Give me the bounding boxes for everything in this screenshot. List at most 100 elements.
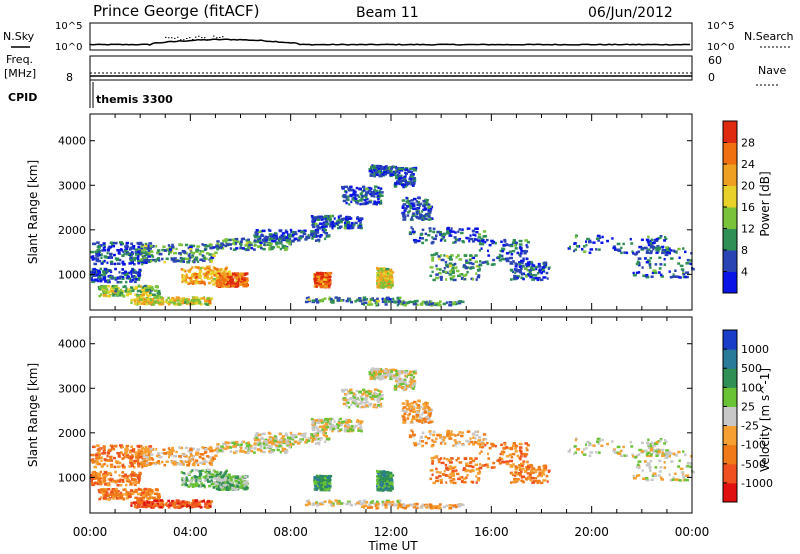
power-cell-423 <box>102 293 107 297</box>
velocity-cell-465 <box>120 497 125 500</box>
velocity-cell-1793 <box>359 395 363 398</box>
velocity-cell-1645 <box>310 418 314 421</box>
power-cell-400 <box>153 289 157 292</box>
power-cell-2492 <box>442 270 446 273</box>
power-cell-2168 <box>413 179 417 182</box>
power-cell-2580 <box>486 262 490 266</box>
velocity-cell-765 <box>204 448 208 451</box>
velocity-cell-85 <box>96 452 101 455</box>
power-cell-1214 <box>227 238 230 242</box>
power-cell-580 <box>187 298 190 301</box>
power-cell-2027 <box>380 273 384 276</box>
velocity-cell-224 <box>114 470 117 474</box>
power-cell-254 <box>90 270 93 274</box>
velocity-cell-1285 <box>260 449 263 453</box>
velocity-cell-1206 <box>220 450 225 453</box>
power-cell-43 <box>139 250 144 254</box>
power-cell-1081 <box>244 280 248 283</box>
power-cell-1347 <box>261 229 266 233</box>
power-cell-1377 <box>282 237 285 240</box>
velocity-cell-574 <box>143 501 147 504</box>
power-cell-2783 <box>632 271 635 275</box>
power-cell-2520 <box>523 252 527 255</box>
power-cell-451 <box>152 293 156 297</box>
power-cell-1143 <box>234 277 239 280</box>
power-cell-1399 <box>253 234 256 237</box>
velocity-cell-780 <box>171 448 175 452</box>
power-cell-2749 <box>659 236 662 239</box>
power-cell-2574 <box>511 249 516 253</box>
power-cell-1720 <box>324 220 329 223</box>
power-cell-2504 <box>498 253 502 257</box>
velocity-cell-1290 <box>244 447 249 450</box>
power-cell-2778 <box>646 259 650 262</box>
power-cell-442 <box>97 285 101 289</box>
velocity-cell-1806 <box>378 392 381 396</box>
velocity-cell-1267 <box>219 447 222 450</box>
velocity-cell-403 <box>114 492 118 496</box>
velocity-cell-876 <box>216 472 219 475</box>
velocity-cell-464 <box>120 494 124 498</box>
power-cell-1909 <box>393 165 396 169</box>
power-cell-601 <box>166 301 169 304</box>
power-cell-1774 <box>351 198 356 201</box>
power-cell-405 <box>102 290 106 293</box>
velocity-cell-907 <box>213 470 216 473</box>
power-cell-345 <box>99 288 103 291</box>
velocity-cell-1297 <box>247 443 251 447</box>
power-cell-746 <box>149 250 154 253</box>
power-cell-434 <box>157 294 161 297</box>
power-cell-232 <box>134 271 138 274</box>
power-cell-2454 <box>445 255 449 258</box>
power-cell-2166 <box>401 183 405 187</box>
power-cell-248 <box>110 277 115 280</box>
power-cell-2216 <box>428 211 432 214</box>
velocity-cell-1684 <box>343 424 347 428</box>
power-cell-1165 <box>228 280 232 283</box>
nsearch-tick-lo: 10^0 <box>707 42 734 53</box>
power-cell-2474 <box>455 256 458 259</box>
power-cell-2446 <box>439 275 443 279</box>
velocity-cell-620 <box>136 500 140 503</box>
nave-tick-hi: 60 <box>708 54 722 67</box>
power-cell-1733 <box>324 215 328 218</box>
velocity-cell-163 <box>117 452 121 455</box>
velocity-cell-782 <box>148 455 151 459</box>
power-cell-714 <box>148 246 152 250</box>
velocity-cell-526 <box>130 501 134 505</box>
power-cell-694 <box>147 255 151 258</box>
velocity-cell-26 <box>93 465 98 469</box>
power-cell-294 <box>131 268 134 271</box>
power-cell-2259 <box>406 214 410 217</box>
power-cell-2888 <box>307 299 311 303</box>
velocity-cell-1710 <box>360 429 363 433</box>
power-cell-2719 <box>597 248 601 251</box>
velocity-cell-1124 <box>240 484 244 487</box>
power-colorbar-label-0: 4 <box>741 266 748 279</box>
velocity-cell-561 <box>182 502 185 506</box>
power-cell-2598 <box>512 270 514 274</box>
velocity-cell-1851 <box>353 392 356 396</box>
power-cell-2189 <box>410 173 414 176</box>
velocity-cell-773 <box>178 455 182 458</box>
velocity-cell-18 <box>99 447 103 450</box>
velocity-cell-1266 <box>235 444 237 448</box>
velocity-cell-1191 <box>258 448 263 451</box>
velocity-cell-133 <box>106 454 109 458</box>
power-cell-627 <box>137 300 141 303</box>
power-cell-634 <box>149 298 152 302</box>
velocity-cell-791 <box>215 447 219 450</box>
power-cell-1768 <box>373 195 376 198</box>
power-cell-2358 <box>432 237 437 241</box>
power-cell-2244 <box>427 209 430 212</box>
velocity-cell-1401 <box>322 433 326 437</box>
power-cell-1514 <box>314 282 318 285</box>
velocity-cell-1737 <box>357 429 361 432</box>
power-cell-2158 <box>409 178 413 181</box>
power-cell-2484 <box>431 256 435 260</box>
velocity-cell-1336 <box>275 440 279 443</box>
power-cell-2367 <box>450 230 455 233</box>
power-cell-2529 <box>502 243 506 247</box>
power-cell-691 <box>144 251 148 254</box>
power-cell-104 <box>145 261 148 264</box>
